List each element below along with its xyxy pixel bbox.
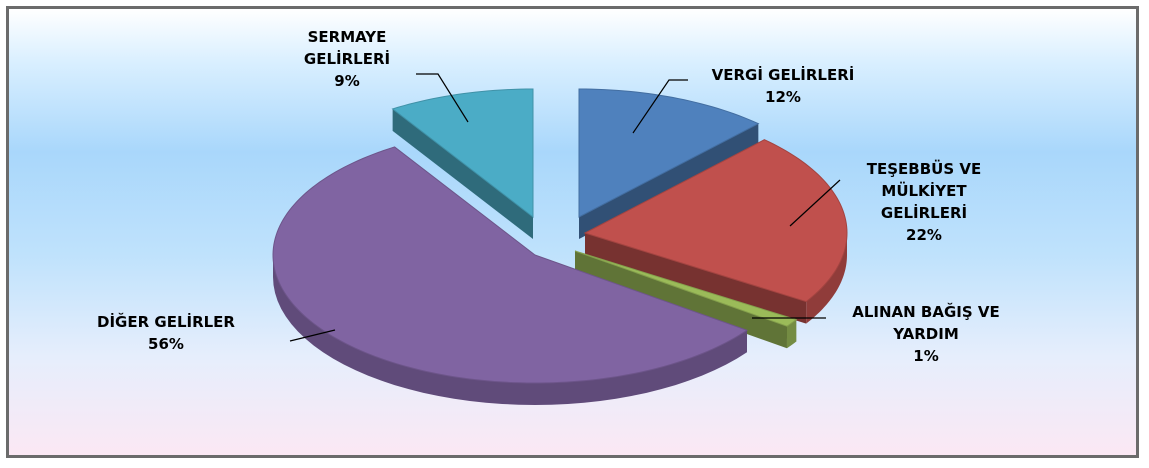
leader-lines xyxy=(289,73,841,342)
leader-line xyxy=(416,73,469,123)
leader-line xyxy=(632,79,688,134)
pie-slice-di-er-geli-rler xyxy=(272,146,749,405)
data-labels: VERGİ GELİRLERİ 12% TEŞEBBÜS VE MÜLKİYET GEL… xyxy=(97,28,1000,365)
data-label: VERGİ GELİRLERİ 12% xyxy=(712,65,855,106)
pie-slice-alinan-ba-i-ve-yardim xyxy=(574,250,798,349)
pie-slice-te-ebb-s-ve-m-lki-yet-geli-rleri- xyxy=(583,139,848,324)
data-label: DİĞER GELİRLER 56% xyxy=(97,312,235,353)
pie-slice-vergi-geli-rleri- xyxy=(578,88,760,239)
pie-slice-sermaye-geli-rleri- xyxy=(391,88,534,239)
data-label: ALINAN BAĞIŞ VE YARDIM 1% xyxy=(852,302,1000,365)
data-label: SERMAYE GELİRLERİ 9% xyxy=(304,28,390,90)
data-label: TEŞEBBÜS VE MÜLKİYET GELİRLERİ 22% xyxy=(867,159,981,244)
leader-line xyxy=(289,329,336,342)
leader-line xyxy=(789,179,841,227)
pie-slices xyxy=(272,88,848,405)
